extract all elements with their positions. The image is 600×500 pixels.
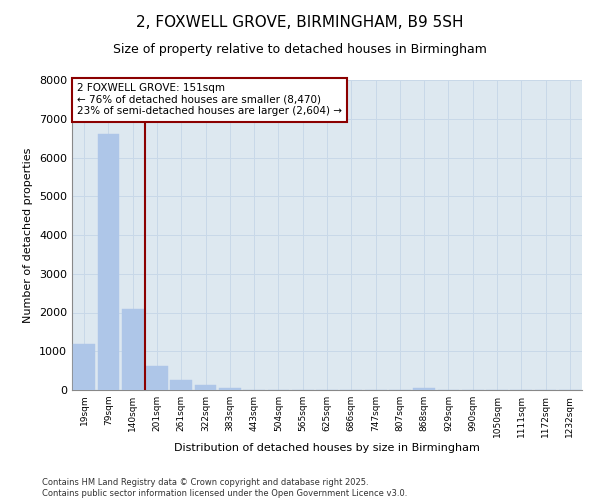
Text: 2, FOXWELL GROVE, BIRMINGHAM, B9 5SH: 2, FOXWELL GROVE, BIRMINGHAM, B9 5SH [136, 15, 464, 30]
X-axis label: Distribution of detached houses by size in Birmingham: Distribution of detached houses by size … [174, 442, 480, 452]
Bar [219, 388, 241, 390]
Bar [122, 308, 143, 390]
Bar [97, 134, 119, 390]
Bar [413, 388, 435, 390]
Text: 2 FOXWELL GROVE: 151sqm
← 76% of detached houses are smaller (8,470)
23% of semi: 2 FOXWELL GROVE: 151sqm ← 76% of detache… [77, 83, 342, 116]
Bar [73, 344, 95, 390]
Bar [170, 380, 192, 390]
Bar [146, 366, 168, 390]
Text: Size of property relative to detached houses in Birmingham: Size of property relative to detached ho… [113, 42, 487, 56]
Y-axis label: Number of detached properties: Number of detached properties [23, 148, 34, 322]
Text: Contains HM Land Registry data © Crown copyright and database right 2025.
Contai: Contains HM Land Registry data © Crown c… [42, 478, 407, 498]
Bar [194, 385, 217, 390]
